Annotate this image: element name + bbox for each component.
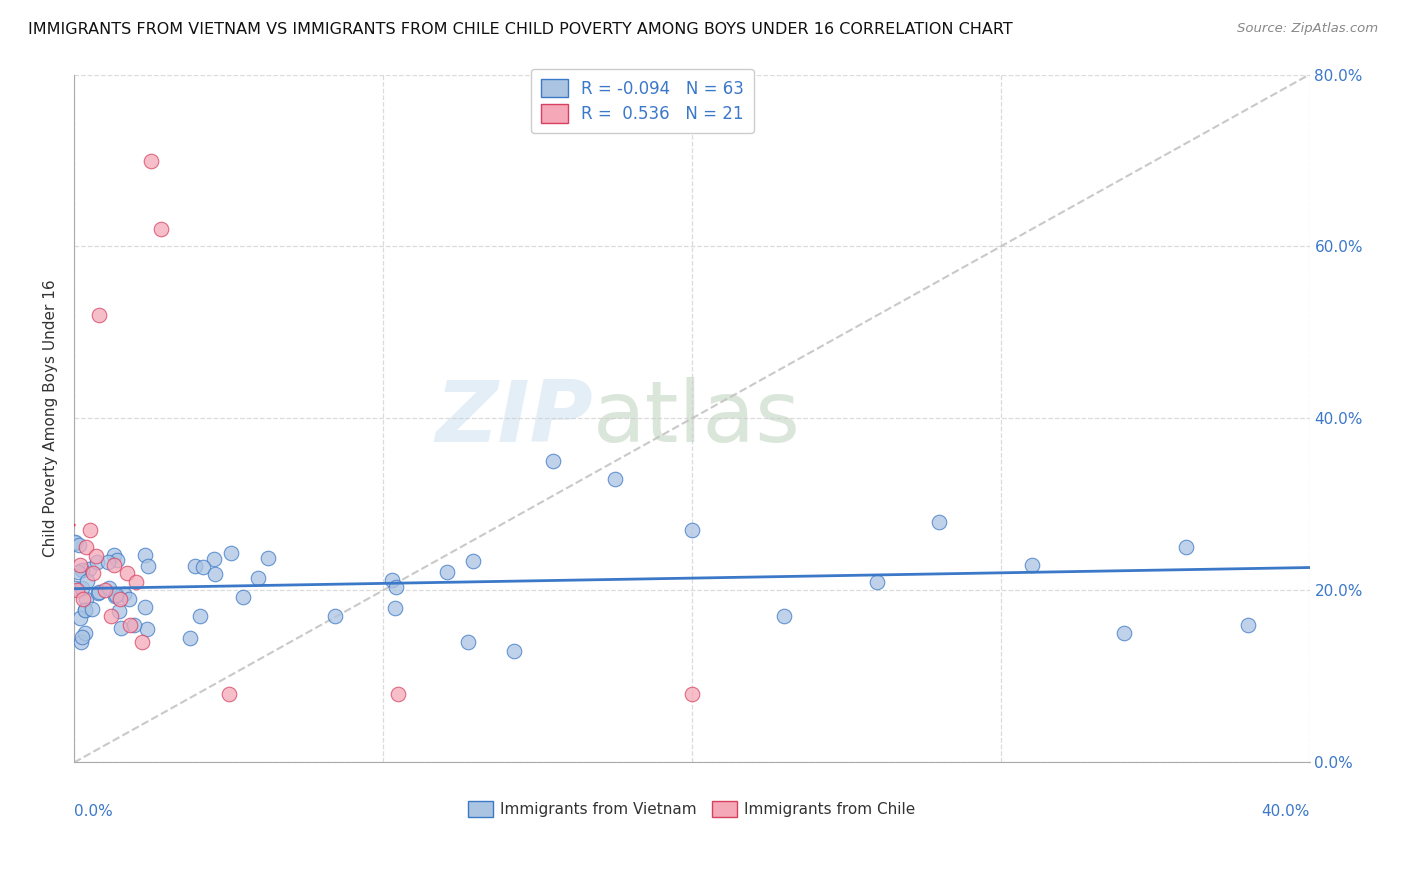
Point: [73, 603, 96, 617]
Point: [110, 592, 132, 607]
Point: [773, 609, 796, 624]
Point: [82, 566, 104, 581]
Point: [457, 634, 479, 648]
Point: [63, 536, 86, 550]
Point: [1021, 558, 1043, 572]
Point: [87, 586, 110, 600]
Point: [67, 565, 90, 579]
Point: [1236, 618, 1258, 632]
Point: [72, 592, 94, 607]
Point: [135, 622, 157, 636]
Point: [436, 565, 458, 579]
Point: [87, 585, 110, 599]
Point: [104, 588, 127, 602]
Y-axis label: Child Poverty Among Boys Under 16: Child Poverty Among Boys Under 16: [44, 280, 58, 558]
Point: [381, 573, 404, 587]
Text: atlas: atlas: [593, 377, 801, 460]
Point: [179, 631, 201, 645]
Point: [70, 635, 93, 649]
Point: [70, 563, 93, 577]
Point: [1114, 626, 1136, 640]
Legend: Immigrants from Vietnam, Immigrants from Chile: Immigrants from Vietnam, Immigrants from…: [463, 795, 921, 823]
Point: [77, 562, 100, 576]
Point: [112, 587, 135, 601]
Point: [75, 541, 97, 555]
Point: [190, 608, 212, 623]
Point: [73, 603, 96, 617]
Point: [104, 589, 127, 603]
Point: [118, 592, 141, 607]
Point: [681, 687, 703, 701]
Point: [204, 567, 226, 582]
Point: [387, 687, 409, 701]
Point: [202, 552, 225, 566]
Point: [603, 472, 626, 486]
Point: [100, 609, 122, 624]
Point: [125, 574, 148, 589]
Point: [136, 558, 159, 573]
Point: [149, 222, 172, 236]
Point: [247, 571, 270, 585]
Point: [866, 574, 889, 589]
Point: [94, 583, 117, 598]
Point: [191, 559, 214, 574]
Text: 0.0%: 0.0%: [75, 804, 112, 819]
Point: [75, 592, 97, 607]
Point: [384, 600, 406, 615]
Point: [928, 515, 950, 529]
Point: [463, 554, 485, 568]
Point: [103, 548, 125, 562]
Point: [105, 553, 128, 567]
Point: [82, 601, 104, 615]
Text: Source: ZipAtlas.com: Source: ZipAtlas.com: [1237, 22, 1378, 36]
Point: [76, 574, 98, 588]
Point: [1175, 541, 1198, 555]
Point: [63, 535, 86, 549]
Point: [69, 611, 91, 625]
Point: [65, 581, 87, 595]
Point: [97, 555, 120, 569]
Point: [97, 581, 120, 595]
Point: [232, 590, 254, 604]
Point: [219, 546, 242, 560]
Point: [87, 308, 110, 322]
Point: [66, 583, 89, 598]
Point: [681, 523, 703, 537]
Point: [134, 548, 156, 562]
Text: ZIP: ZIP: [436, 377, 593, 460]
Point: [541, 454, 564, 468]
Point: [70, 630, 93, 644]
Point: [67, 537, 90, 551]
Point: [84, 549, 107, 563]
Point: [384, 580, 406, 594]
Point: [79, 523, 101, 537]
Text: 40.0%: 40.0%: [1261, 804, 1309, 819]
Point: [124, 618, 146, 632]
Point: [131, 635, 153, 649]
Point: [141, 153, 163, 168]
Point: [323, 609, 346, 624]
Point: [108, 604, 131, 618]
Point: [86, 555, 108, 569]
Text: IMMIGRANTS FROM VIETNAM VS IMMIGRANTS FROM CHILE CHILD POVERTY AMONG BOYS UNDER : IMMIGRANTS FROM VIETNAM VS IMMIGRANTS FR…: [28, 22, 1012, 37]
Point: [256, 551, 278, 566]
Point: [75, 625, 97, 640]
Point: [134, 599, 156, 614]
Point: [115, 566, 138, 581]
Point: [184, 559, 207, 574]
Point: [118, 618, 141, 632]
Point: [110, 621, 132, 635]
Point: [103, 558, 125, 572]
Point: [69, 558, 91, 572]
Point: [218, 687, 240, 701]
Point: [72, 581, 94, 595]
Point: [503, 644, 526, 658]
